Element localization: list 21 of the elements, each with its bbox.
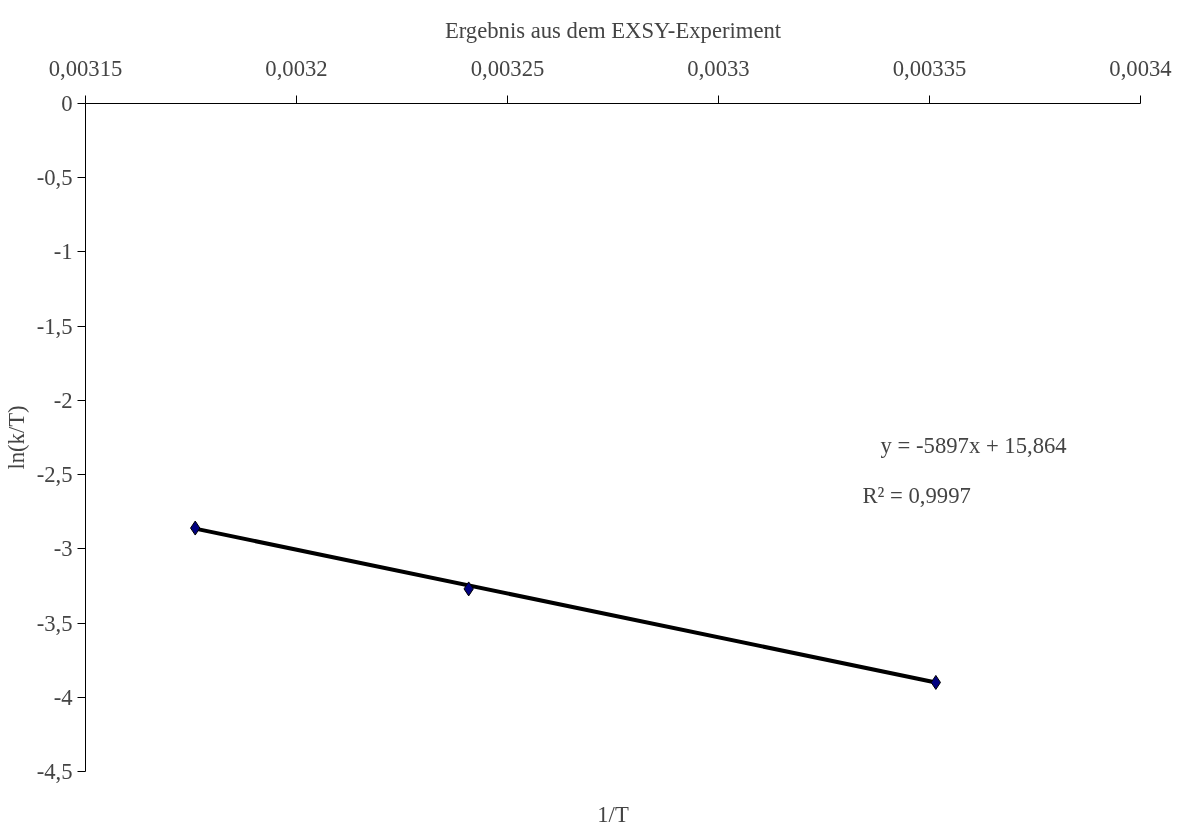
- y-tick-label: -2: [53, 387, 73, 413]
- y-tick-label: -2,5: [36, 462, 73, 488]
- y-tick-label: 0: [61, 91, 73, 116]
- x-tick-label: 0,00315: [48, 55, 123, 81]
- x-tick-label: 0,00335: [892, 55, 967, 81]
- chart-title: Ergebnis aus dem EXSY-Experiment: [444, 17, 782, 43]
- y-tick-label: -0,5: [36, 165, 73, 191]
- y-tick-label: -4: [53, 684, 73, 710]
- annotation: R² = 0,9997: [862, 482, 971, 508]
- y-tick-label: -1,5: [36, 313, 73, 339]
- y-tick-label: -1: [53, 239, 73, 265]
- x-tick-label: 0,0033: [687, 55, 750, 81]
- y-tick-label: -3: [53, 536, 73, 562]
- x-tick-label: 0,0034: [1109, 55, 1172, 81]
- y-tick-label: -3,5: [36, 610, 73, 636]
- x-axis-title: 1/T: [597, 801, 629, 827]
- annotation: y = -5897x + 15,864: [880, 432, 1067, 458]
- y-axis-title: ln(k/T): [3, 405, 29, 470]
- x-tick-label: 0,00325: [470, 55, 545, 81]
- y-tick-label: -4,5: [36, 759, 73, 784]
- x-tick-label: 0,0032: [265, 55, 328, 81]
